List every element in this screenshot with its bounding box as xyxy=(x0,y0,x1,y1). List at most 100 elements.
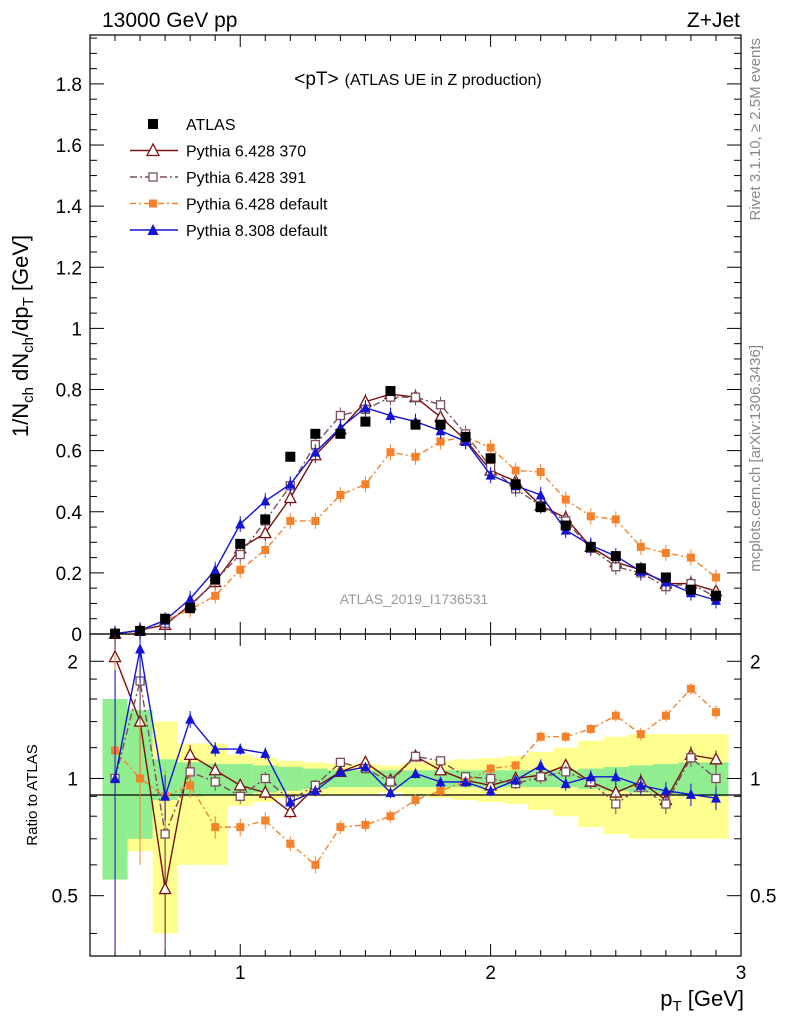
ratio-y-tick-label: 1 xyxy=(67,769,78,790)
ylabel-part-4: /dp xyxy=(8,306,33,337)
series-point xyxy=(258,525,272,539)
ratio-band-green xyxy=(402,770,429,788)
ratio-point xyxy=(183,747,197,760)
main-axis-ticks: 0 0.2 0.4 0.6 0.8 1 1.2 1.4 1.6 1.8 xyxy=(56,35,742,646)
series-point xyxy=(535,489,546,500)
series-point xyxy=(511,466,520,475)
y-tick-label: 1.2 xyxy=(56,258,82,279)
data-point xyxy=(410,419,421,430)
series-point xyxy=(235,549,245,560)
series-point xyxy=(410,392,421,402)
data-point xyxy=(235,538,246,549)
ratio-point xyxy=(386,812,395,821)
ratio-point xyxy=(511,761,520,770)
ratio-point xyxy=(286,839,295,848)
ratio-point xyxy=(435,756,446,766)
y-tick-label: 0.4 xyxy=(56,503,83,524)
ratio-panel: 1 2 3 0.5 0.5 1 1 2 2 xyxy=(52,633,776,984)
legend-label: Pythia 6.428 391 xyxy=(186,170,306,187)
series-point xyxy=(686,553,695,562)
ratio-point xyxy=(136,774,145,783)
data-point xyxy=(385,386,396,397)
ratio-y-tick-label: 0.5 xyxy=(52,887,78,908)
data-point xyxy=(285,451,296,462)
ratio-point xyxy=(110,772,121,783)
analysis-label: ATLAS_2019_I1736531 xyxy=(340,591,489,607)
ratio-point xyxy=(283,804,297,818)
legend-label: ATLAS xyxy=(186,117,236,134)
x-tick-label: 2 xyxy=(485,963,496,984)
data-point xyxy=(560,520,571,531)
ratio-point xyxy=(158,881,172,895)
series-point xyxy=(435,425,446,436)
mcplots-label: mcplots.cern.ch [arXiv:1306.3436] xyxy=(747,345,764,572)
ratio-point xyxy=(160,829,170,839)
ratio-point xyxy=(260,773,270,784)
chart-title-main: <pT> xyxy=(294,69,338,90)
ratio-point xyxy=(436,786,445,795)
ratio-point xyxy=(160,790,171,801)
series-point xyxy=(436,437,445,446)
series-point xyxy=(361,480,370,489)
series-point xyxy=(283,490,297,504)
ratio-point xyxy=(361,820,370,829)
data-point xyxy=(710,590,721,601)
ratio-point xyxy=(335,757,346,768)
ratio-point xyxy=(585,771,596,782)
series-point xyxy=(485,469,496,480)
y-tick-label: 0.2 xyxy=(56,564,82,585)
series-point xyxy=(561,495,570,504)
xlabel-unit: [GeV] xyxy=(682,986,744,1011)
ratio-uncertainty-bands xyxy=(102,699,729,934)
ratio-point xyxy=(709,751,723,765)
legend-marker xyxy=(147,224,159,235)
series-point xyxy=(185,593,196,604)
ratio-point xyxy=(261,816,270,825)
ratio-point xyxy=(586,724,595,733)
header-left-label: 13000 GeV pp xyxy=(102,9,237,32)
legend: ATLAS Pythia 6.428 370 Pythia 6.428 391 Pyt… xyxy=(130,117,328,240)
y-tick-label: 0.6 xyxy=(56,442,82,463)
legend-label: Pythia 8.308 default xyxy=(186,223,328,240)
series-point xyxy=(661,549,670,558)
ratio-point xyxy=(561,732,570,741)
data-point xyxy=(435,419,446,430)
series-point xyxy=(236,565,245,574)
series-point xyxy=(335,410,346,421)
legend-marker xyxy=(145,142,161,157)
y-tick-label: 0.8 xyxy=(56,381,82,402)
data-point xyxy=(310,428,321,439)
ylabel-part-1: ch xyxy=(20,387,37,403)
ratio-point xyxy=(186,781,195,790)
ratio-point xyxy=(410,767,421,778)
ratio-point xyxy=(561,767,571,777)
series-point xyxy=(385,409,396,420)
ratio-point xyxy=(661,799,671,809)
ratio-point xyxy=(258,785,272,798)
ratio-point xyxy=(610,771,621,782)
series-point xyxy=(411,452,420,461)
main-series-layer xyxy=(108,386,723,642)
rivet-version-label: Rivet 3.1.10, ≥ 2.5M events xyxy=(747,38,764,221)
y-tick-label: 1 xyxy=(71,319,82,340)
data-point xyxy=(485,453,496,464)
data-point xyxy=(460,431,471,442)
ratio-y-tick-label-right: 2 xyxy=(750,652,761,673)
ratio-point xyxy=(435,776,446,787)
ratio-point xyxy=(535,759,546,770)
ratio-point xyxy=(235,743,246,754)
ratio-y-tick-label-right: 1 xyxy=(750,769,761,790)
ratio-frame xyxy=(89,633,742,957)
ratio-point xyxy=(611,799,621,809)
ratio-point xyxy=(211,823,220,832)
data-point xyxy=(135,625,146,636)
series-point xyxy=(286,516,295,525)
series-point xyxy=(611,515,620,524)
ylabel-part-0: 1/N xyxy=(8,403,33,437)
ratio-point xyxy=(385,777,396,787)
xlabel-sub: T xyxy=(672,998,681,1015)
ratio-point xyxy=(686,684,695,693)
series-point xyxy=(386,448,395,457)
ratio-point xyxy=(360,761,371,772)
ratio-point xyxy=(660,785,671,796)
